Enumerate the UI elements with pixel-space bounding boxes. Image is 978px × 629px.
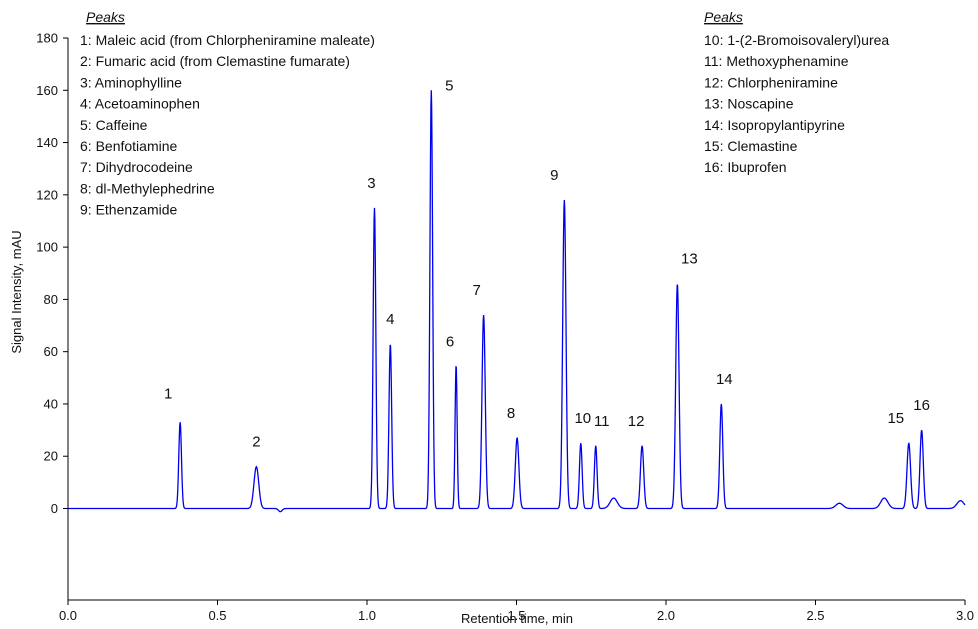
peak-label-3: 3 [367, 175, 375, 192]
peak-label-13: 13 [681, 251, 698, 268]
x-tick-label: 0.0 [59, 608, 77, 623]
y-tick-label: 40 [44, 396, 58, 411]
y-tick-label: 60 [44, 344, 58, 359]
peak-label-12: 12 [628, 413, 645, 430]
x-tick-label: 1.0 [358, 608, 376, 623]
legend-left-entry: 9: Ethenzamide [80, 202, 177, 218]
peak-label-1: 1 [164, 385, 172, 402]
peak-label-8: 8 [507, 405, 515, 422]
peak-label-14: 14 [716, 371, 733, 388]
legend-left-entry: 5: Caffeine [80, 117, 148, 133]
y-axis-title: Signal Intensity, mAU [9, 230, 24, 353]
x-tick-label: 2.5 [806, 608, 824, 623]
legend-left-entry: 7: Dihydrocodeine [80, 159, 193, 175]
x-tick-label: 1.5 [507, 608, 525, 623]
peak-label-9: 9 [550, 167, 558, 184]
peak-label-15: 15 [887, 410, 904, 427]
x-tick-label: 0.5 [208, 608, 226, 623]
legend-left-heading: Peaks [86, 9, 125, 25]
y-tick-label: 20 [44, 449, 58, 464]
y-tick-label: 160 [36, 83, 58, 98]
axes: 0 20 40 60 80 100 120 140 160 180 0.0 0.5 1.0 1.5 2.0 2… [36, 31, 974, 624]
legend-left-entry: 6: Benfotiamine [80, 138, 177, 154]
legend-right-entry: 11: Methoxyphenamine [704, 53, 849, 69]
peak-label-16: 16 [913, 397, 930, 414]
legend-right-entry: 15: Clemastine [704, 138, 798, 154]
x-axis-title: Retention time, min [461, 611, 573, 626]
trace-group [68, 90, 966, 513]
legend-right-entry: 13: Noscapine [704, 96, 794, 112]
x-tick-label: 2.0 [657, 608, 675, 623]
legend-right-entry: 12: Chlorpheniramine [704, 74, 838, 90]
legend-right-entry: 16: Ibuprofen [704, 159, 787, 175]
y-tick-label: 0 [51, 501, 58, 516]
legend-right-heading: Peaks [704, 9, 743, 25]
y-tick-label: 120 [36, 187, 58, 202]
legend-left-entry: 4: Acetoaminophen [80, 96, 200, 112]
legend-left-entry: 1: Maleic acid (from Chlorpheniramine ma… [80, 32, 375, 48]
peak-label-2: 2 [252, 434, 260, 451]
legend-left-entry: 2: Fumaric acid (from Clemastine fumarat… [80, 53, 350, 69]
y-tick-label: 100 [36, 240, 58, 255]
legend-left-entry: 8: dl-Methylephedrine [80, 180, 215, 196]
legends: Peaks Peaks 1: Maleic acid (from Chlorph… [80, 9, 889, 218]
y-tick-label: 80 [44, 292, 58, 307]
peak-label-5: 5 [445, 77, 453, 94]
legend-left-entry: 3: Aminophylline [80, 74, 182, 90]
peak-label-7: 7 [472, 282, 480, 299]
y-tick-label: 180 [36, 31, 58, 46]
peak-label-10: 10 [574, 410, 591, 427]
peak-label-11: 11 [594, 413, 610, 430]
peak-label-6: 6 [446, 334, 454, 351]
legend-right-entry: 14: Isopropylantipyrine [704, 117, 845, 133]
legend-right-entry: 10: 1-(2-Bromoisovaleryl)urea [704, 32, 889, 48]
y-tick-label: 140 [36, 135, 58, 150]
peak-label-4: 4 [386, 311, 394, 328]
chromatogram-trace [68, 90, 966, 513]
x-tick-label: 3.0 [956, 608, 974, 623]
